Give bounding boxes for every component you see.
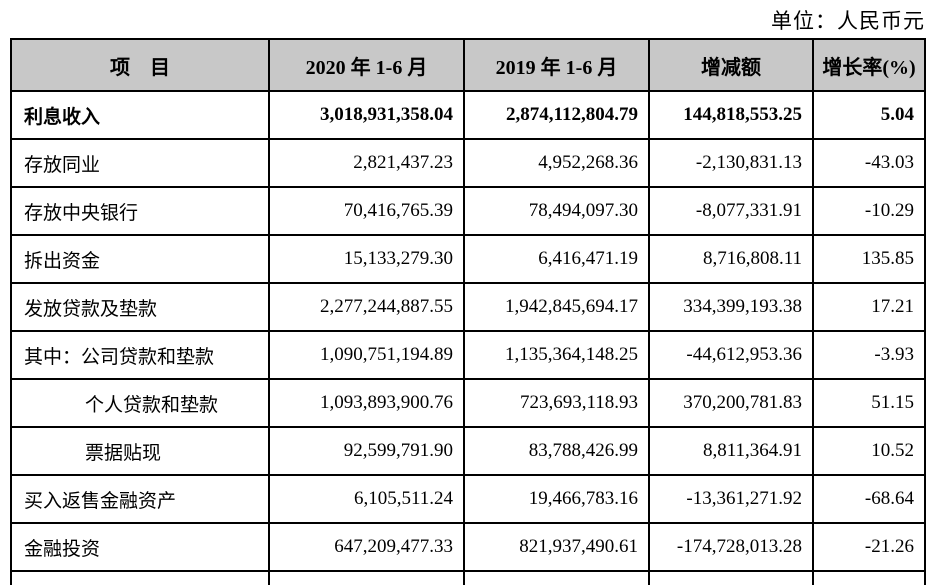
value-2019: 78,494,097.30 bbox=[463, 186, 650, 236]
row-label: 买入返售金融资产 bbox=[10, 474, 270, 524]
row-label bbox=[10, 570, 270, 585]
row-label: 其中：公司贷款和垫款 bbox=[10, 330, 270, 380]
table-row-corporate-loans: 其中：公司贷款和垫款 1,090,751,194.89 1,135,364,14… bbox=[10, 330, 926, 380]
value-2019: 19,466,783.16 bbox=[463, 474, 650, 524]
value-2020: 2,821,437.23 bbox=[268, 138, 465, 188]
value-growth-rate: -68.64 bbox=[812, 474, 926, 524]
value-2019: 821,937,490.61 bbox=[463, 522, 650, 572]
table-row-partial-clipped bbox=[10, 570, 926, 585]
table-row-loans-and-advances: 发放贷款及垫款 2,277,244,887.55 1,942,845,694.1… bbox=[10, 282, 926, 332]
table-row-personal-loans: 个人贷款和垫款 1,093,893,900.76 723,693,118.93 … bbox=[10, 378, 926, 428]
value-2020: 1,093,893,900.76 bbox=[268, 378, 465, 428]
table-row-placements: 拆出资金 15,133,279.30 6,416,471.19 8,716,80… bbox=[10, 234, 926, 284]
value-2019: 4,952,268.36 bbox=[463, 138, 650, 188]
row-label: 个人贷款和垫款 bbox=[10, 378, 270, 428]
value-growth-rate: 135.85 bbox=[812, 234, 926, 284]
table-row-financial-investments: 金融投资 647,209,477.33 821,937,490.61 -174,… bbox=[10, 522, 926, 572]
value-2020: 15,133,279.30 bbox=[268, 234, 465, 284]
header-2019-period: 2019 年 1-6 月 bbox=[463, 38, 650, 92]
value-change: 334,399,193.38 bbox=[648, 282, 814, 332]
header-2020-period: 2020 年 1-6 月 bbox=[268, 38, 465, 92]
row-label: 金融投资 bbox=[10, 522, 270, 572]
value-growth-rate: 51.15 bbox=[812, 378, 926, 428]
value-growth-rate bbox=[812, 570, 926, 585]
value-2020: 70,416,765.39 bbox=[268, 186, 465, 236]
row-label: 存放同业 bbox=[10, 138, 270, 188]
value-2020: 92,599,791.90 bbox=[268, 426, 465, 476]
value-2019: 1,135,364,148.25 bbox=[463, 330, 650, 380]
value-change: 370,200,781.83 bbox=[648, 378, 814, 428]
value-growth-rate: -43.03 bbox=[812, 138, 926, 188]
table-row-interest-income: 利息收入 3,018,931,358.04 2,874,112,804.79 1… bbox=[10, 90, 926, 140]
value-2019: 1,942,845,694.17 bbox=[463, 282, 650, 332]
header-growth-rate: 增长率(%) bbox=[812, 38, 926, 92]
value-2019: 723,693,118.93 bbox=[463, 378, 650, 428]
value-growth-rate: -3.93 bbox=[812, 330, 926, 380]
value-2019: 2,874,112,804.79 bbox=[463, 90, 650, 140]
value-change: 8,716,808.11 bbox=[648, 234, 814, 284]
header-row: 项 目 2020 年 1-6 月 2019 年 1-6 月 增减额 增长率(%) bbox=[10, 38, 926, 92]
table-row-reverse-repo-assets: 买入返售金融资产 6,105,511.24 19,466,783.16 -13,… bbox=[10, 474, 926, 524]
value-2020: 2,277,244,887.55 bbox=[268, 282, 465, 332]
row-label: 存放中央银行 bbox=[10, 186, 270, 236]
value-change: -2,130,831.13 bbox=[648, 138, 814, 188]
table-row-bill-discounting: 票据贴现 92,599,791.90 83,788,426.99 8,811,3… bbox=[10, 426, 926, 476]
value-change: -8,077,331.91 bbox=[648, 186, 814, 236]
value-change: 144,818,553.25 bbox=[648, 90, 814, 140]
value-change: -13,361,271.92 bbox=[648, 474, 814, 524]
interest-income-table: 项 目 2020 年 1-6 月 2019 年 1-6 月 增减额 增长率(%)… bbox=[10, 38, 926, 585]
value-change: -44,612,953.36 bbox=[648, 330, 814, 380]
value-2019: 83,788,426.99 bbox=[463, 426, 650, 476]
row-label: 票据贴现 bbox=[10, 426, 270, 476]
value-growth-rate: 5.04 bbox=[812, 90, 926, 140]
value-2020 bbox=[268, 570, 465, 585]
value-2020: 647,209,477.33 bbox=[268, 522, 465, 572]
header-change-amount: 增减额 bbox=[648, 38, 814, 92]
value-2019 bbox=[463, 570, 650, 585]
value-2020: 1,090,751,194.89 bbox=[268, 330, 465, 380]
unit-label: 单位：人民币元 bbox=[771, 9, 925, 33]
value-change: -174,728,013.28 bbox=[648, 522, 814, 572]
row-label: 发放贷款及垫款 bbox=[10, 282, 270, 332]
value-change bbox=[648, 570, 814, 585]
value-change: 8,811,364.91 bbox=[648, 426, 814, 476]
value-growth-rate: 10.52 bbox=[812, 426, 926, 476]
value-2019: 6,416,471.19 bbox=[463, 234, 650, 284]
value-2020: 3,018,931,358.04 bbox=[268, 90, 465, 140]
header-item: 项 目 bbox=[10, 38, 270, 92]
row-label: 拆出资金 bbox=[10, 234, 270, 284]
table-row-deposits-with-central-bank: 存放中央银行 70,416,765.39 78,494,097.30 -8,07… bbox=[10, 186, 926, 236]
value-2020: 6,105,511.24 bbox=[268, 474, 465, 524]
value-growth-rate: 17.21 bbox=[812, 282, 926, 332]
value-growth-rate: -21.26 bbox=[812, 522, 926, 572]
table-row-deposits-with-banks: 存放同业 2,821,437.23 4,952,268.36 -2,130,83… bbox=[10, 138, 926, 188]
value-growth-rate: -10.29 bbox=[812, 186, 926, 236]
row-label: 利息收入 bbox=[10, 90, 270, 140]
